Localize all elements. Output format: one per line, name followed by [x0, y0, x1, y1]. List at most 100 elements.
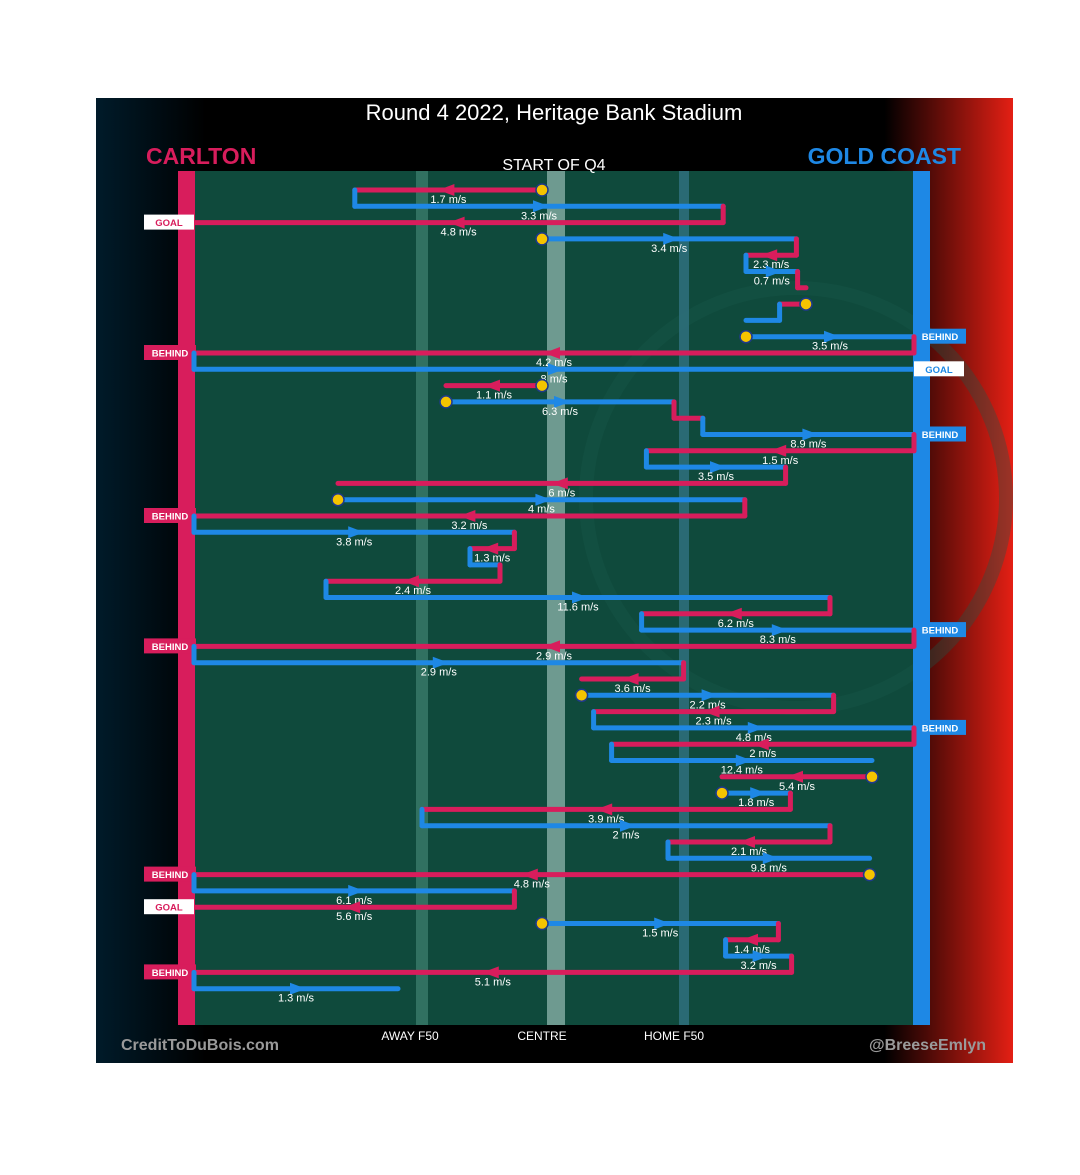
direction-arrow: [710, 461, 726, 474]
direction-arrow: [348, 884, 365, 897]
outcome-label: BEHIND: [152, 512, 189, 523]
speed-label: 5.4 m/s: [779, 781, 816, 793]
direction-arrow: [544, 347, 560, 359]
speed-label: 5.1 m/s: [475, 976, 512, 988]
direction-arrow: [703, 705, 720, 718]
speed-label: 3.6 m/s: [615, 683, 652, 695]
footer-left: CreditToDuBois.com: [121, 1037, 279, 1054]
direction-arrow: [742, 933, 758, 946]
goldcoast-goal-bar: [913, 171, 930, 1025]
speed-label: 3.8 m/s: [336, 536, 373, 548]
direction-arrow: [533, 200, 549, 213]
outcome-badge: [144, 638, 196, 654]
direction-arrow: [432, 656, 449, 669]
direction-arrow: [787, 770, 803, 783]
speed-label: 11.6 m/s: [557, 602, 599, 614]
outcome-label: BEHIND: [152, 642, 189, 653]
direction-arrow: [802, 428, 819, 441]
speed-label: 3.3 m/s: [521, 210, 558, 222]
speed-label: 1.7 m/s: [430, 194, 467, 206]
direction-arrow: [596, 803, 613, 816]
speed-label: 3.5 m/s: [698, 471, 735, 483]
speed-label: 4.2 m/s: [536, 357, 573, 369]
outcome-badge: [914, 719, 966, 735]
speed-label: 3.2 m/s: [741, 960, 778, 972]
speed-label: 3.2 m/s: [451, 520, 488, 532]
outcome-badge: [144, 899, 194, 915]
speed-label: 2.9 m/s: [536, 650, 573, 662]
chart-frame: Round 4 2022, Heritage Bank Stadium CARL…: [96, 98, 1013, 1063]
speed-label: 8.3 m/s: [760, 634, 797, 646]
ball-icon: [862, 867, 877, 882]
speed-label: 1.3 m/s: [474, 553, 511, 565]
speed-label: 2 m/s: [749, 748, 776, 760]
chain-chart: Round 4 2022, Heritage Bank Stadium CARL…: [96, 98, 1013, 1063]
direction-arrow: [554, 395, 570, 408]
ball-icon: [439, 395, 453, 409]
speed-label: 3.4 m/s: [651, 243, 688, 255]
ball-icon: [574, 688, 589, 703]
outcome-label: BEHIND: [922, 332, 959, 343]
direction-arrow: [739, 836, 755, 848]
chart-subtitle: START OF Q4: [502, 157, 605, 174]
direction-arrow: [544, 640, 560, 653]
outcome-label: BEHIND: [152, 870, 189, 881]
ball-icon: [535, 183, 549, 197]
axis-layer: AWAY F50 CENTRE HOME F50: [381, 1029, 704, 1043]
speed-label: 2.9 m/s: [421, 667, 458, 679]
chains-layer: 1.7 m/s 3.3 m/s 4.8 m/s GOAL 3.4 m/s 2.3 m/s 0…: [144, 183, 966, 1005]
direction-arrow: [654, 917, 671, 930]
speed-label: 6.1 m/s: [336, 895, 373, 907]
outcome-label: BEHIND: [152, 968, 189, 979]
direction-arrow: [725, 607, 742, 620]
x-tick-label: HOME F50: [644, 1029, 704, 1043]
outcome-label: GOAL: [155, 218, 183, 229]
speed-label: 1.4 m/s: [734, 944, 771, 956]
speed-label: 6.3 m/s: [542, 406, 579, 418]
direction-arrow: [762, 852, 779, 865]
carlton-goal-bar: [178, 171, 195, 1025]
outcome-badge: [144, 214, 194, 230]
speed-label: 2 m/s: [613, 830, 640, 842]
speed-label: 6.2 m/s: [718, 618, 755, 630]
ball-icon: [739, 329, 753, 344]
ball-icon: [331, 492, 345, 507]
chart-title: Round 4 2022, Heritage Bank Stadium: [366, 100, 743, 125]
ball-icon: [535, 916, 549, 931]
outcome-badge: [914, 361, 964, 377]
team-right-label: GOLD COAST: [808, 143, 961, 169]
direction-arrow: [348, 526, 365, 539]
direction-arrow: [484, 379, 500, 392]
direction-arrow: [459, 510, 476, 522]
direction-arrow: [521, 868, 538, 881]
direction-arrow: [765, 265, 782, 278]
direction-arrow: [752, 738, 769, 751]
direction-arrow: [701, 689, 718, 702]
direction-arrow: [752, 950, 769, 963]
speed-label: 3.9 m/s: [588, 813, 625, 825]
outcome-label: GOAL: [925, 365, 953, 376]
speed-label: 2.4 m/s: [395, 585, 432, 597]
speed-label: 2.3 m/s: [696, 716, 733, 728]
x-tick-label: CENTRE: [517, 1029, 566, 1043]
direction-arrow: [620, 819, 636, 832]
outcome-badge: [144, 866, 196, 882]
outcome-badge: [144, 345, 196, 360]
direction-arrow: [770, 444, 787, 457]
outcome-badge: [144, 508, 196, 523]
speed-label: 6 m/s: [548, 487, 575, 499]
direction-arrow: [482, 542, 499, 555]
speed-label: 0.7 m/s: [754, 276, 791, 288]
direction-arrow: [735, 754, 752, 767]
ball-icon: [799, 297, 813, 311]
speed-label: 2.1 m/s: [731, 846, 768, 858]
direction-arrow: [344, 901, 361, 914]
direction-arrow: [535, 493, 552, 506]
outcome-label: BEHIND: [152, 349, 189, 360]
footer-right: @BreeseEmlyn: [869, 1037, 986, 1054]
outcome-label: BEHIND: [922, 723, 959, 734]
direction-arrow: [622, 673, 639, 685]
outcome-badge: [914, 622, 966, 638]
direction-arrow: [747, 721, 764, 734]
speed-label: 1.1 m/s: [476, 390, 513, 402]
